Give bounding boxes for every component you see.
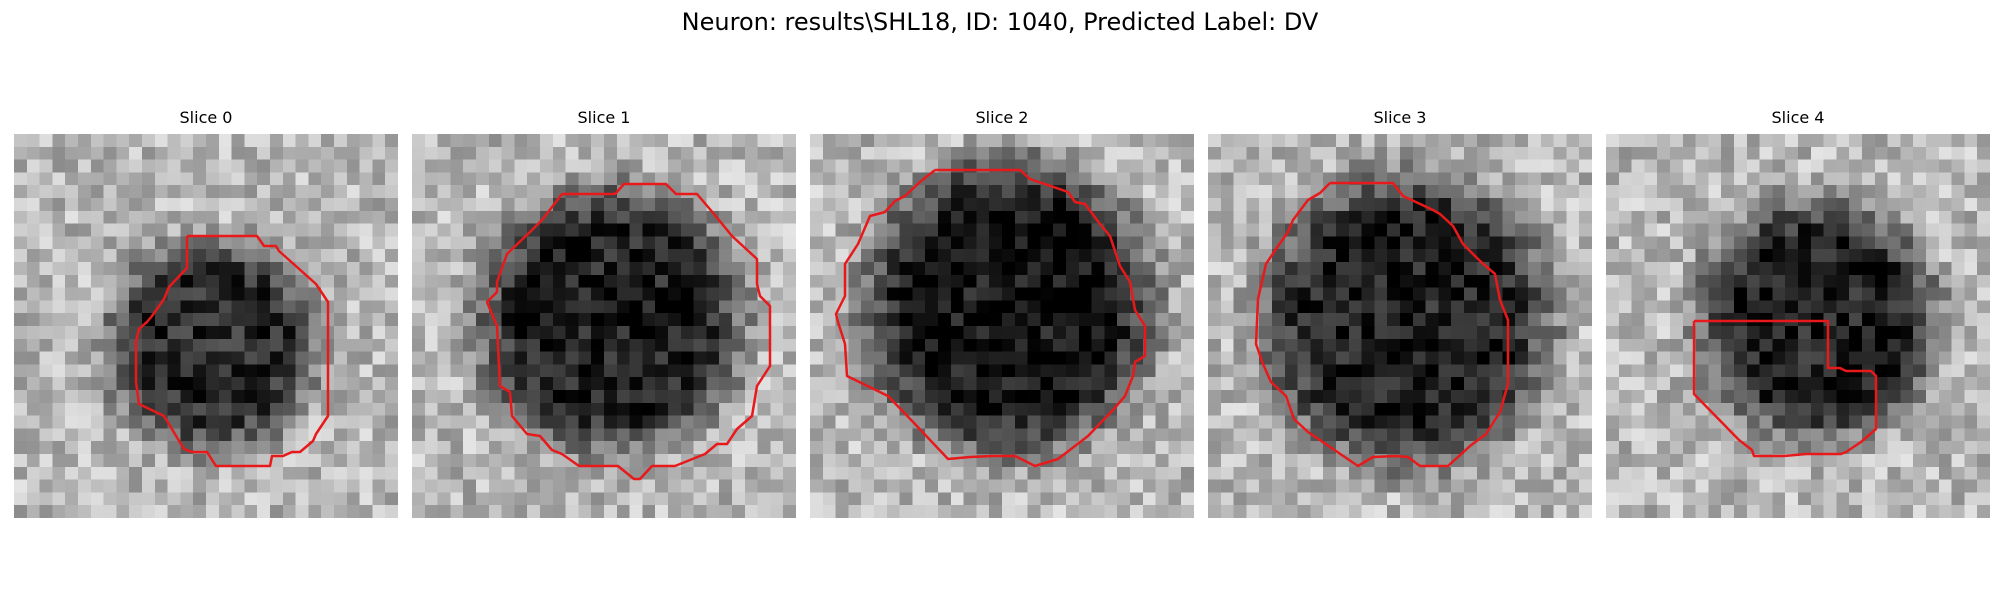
- figure-title: Neuron: results\SHL18, ID: 1040, Predict…: [681, 8, 1319, 36]
- roi-contour-overlay: [834, 168, 1147, 468]
- microscopy-patch: [14, 134, 398, 518]
- slice-image: [14, 134, 398, 518]
- slice-image: [1208, 134, 1592, 518]
- slice-title: Slice 2: [975, 108, 1029, 127]
- slice-image: [412, 134, 796, 518]
- roi-contour-overlay: [1254, 181, 1510, 468]
- roi-contour-overlay: [485, 182, 772, 481]
- slice-image: [810, 134, 1194, 518]
- slice-panel-0: Slice 0: [14, 108, 398, 518]
- slice-title: Slice 3: [1373, 108, 1427, 127]
- microscopy-patch: [1208, 134, 1592, 518]
- slice-image: [1606, 134, 1990, 518]
- slice-title: Slice 4: [1771, 108, 1825, 127]
- slice-title: Slice 0: [179, 108, 233, 127]
- roi-contour: [134, 234, 330, 468]
- roi-contour: [1692, 319, 1878, 458]
- microscopy-patch: [412, 134, 796, 518]
- microscopy-patch: [810, 134, 1194, 518]
- roi-contour: [1254, 181, 1510, 468]
- roi-contour: [485, 182, 772, 481]
- slice-title: Slice 1: [577, 108, 631, 127]
- slice-panel-4: Slice 4: [1606, 108, 1990, 518]
- slice-panel-2: Slice 2: [810, 108, 1194, 518]
- roi-contour-overlay: [1692, 319, 1878, 458]
- roi-contour-overlay: [134, 234, 330, 468]
- slice-panel-3: Slice 3: [1208, 108, 1592, 518]
- roi-contour: [834, 168, 1147, 468]
- slice-panel-1: Slice 1: [412, 108, 796, 518]
